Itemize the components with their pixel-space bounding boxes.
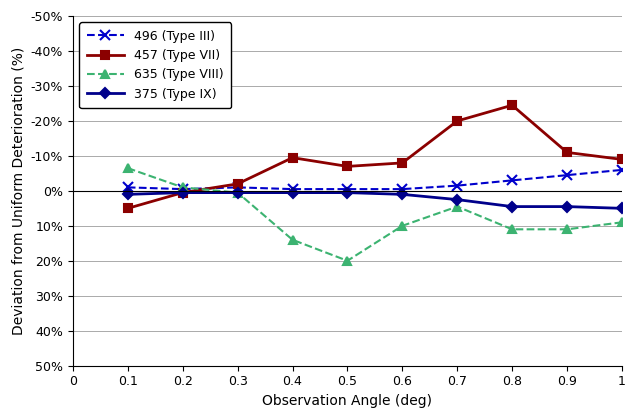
375 (Type IX) <box>618 206 626 211</box>
457 (Type VII) <box>563 150 571 155</box>
375 (Type IX) <box>179 190 187 195</box>
496 (Type III) <box>124 185 132 190</box>
457 (Type VII) <box>508 103 516 108</box>
375 (Type IX) <box>234 190 241 195</box>
457 (Type VII) <box>454 119 461 124</box>
Line: 496 (Type III): 496 (Type III) <box>123 165 627 194</box>
375 (Type IX) <box>289 190 296 195</box>
Legend: 496 (Type III), 457 (Type VII), 635 (Type VIII), 375 (Type IX): 496 (Type III), 457 (Type VII), 635 (Typ… <box>79 22 231 108</box>
635 (Type VIII) <box>454 204 461 209</box>
457 (Type VII) <box>179 190 187 195</box>
496 (Type III) <box>179 186 187 191</box>
457 (Type VII) <box>289 155 296 160</box>
496 (Type III) <box>618 167 626 172</box>
375 (Type IX) <box>399 192 406 197</box>
635 (Type VIII) <box>343 258 351 263</box>
635 (Type VIII) <box>179 185 187 190</box>
496 (Type III) <box>234 185 241 190</box>
Line: 375 (Type IX): 375 (Type IX) <box>124 189 626 212</box>
635 (Type VIII) <box>234 190 241 195</box>
375 (Type IX) <box>343 190 351 195</box>
635 (Type VIII) <box>618 220 626 225</box>
375 (Type IX) <box>124 192 132 197</box>
496 (Type III) <box>343 186 351 191</box>
496 (Type III) <box>399 186 406 191</box>
X-axis label: Observation Angle (deg): Observation Angle (deg) <box>262 394 433 408</box>
496 (Type III) <box>454 183 461 188</box>
635 (Type VIII) <box>124 166 132 171</box>
457 (Type VII) <box>234 181 241 186</box>
457 (Type VII) <box>124 206 132 211</box>
375 (Type IX) <box>508 204 516 209</box>
Line: 457 (Type VII): 457 (Type VII) <box>124 101 626 212</box>
635 (Type VIII) <box>289 237 296 242</box>
635 (Type VIII) <box>399 223 406 228</box>
496 (Type III) <box>563 173 571 178</box>
635 (Type VIII) <box>508 227 516 232</box>
496 (Type III) <box>508 178 516 183</box>
457 (Type VII) <box>618 157 626 162</box>
635 (Type VIII) <box>563 227 571 232</box>
457 (Type VII) <box>399 160 406 166</box>
Y-axis label: Deviation from Uniform Deterioration (%): Deviation from Uniform Deterioration (%) <box>11 47 25 335</box>
Line: 635 (Type VIII): 635 (Type VIII) <box>124 164 626 265</box>
375 (Type IX) <box>454 197 461 202</box>
375 (Type IX) <box>563 204 571 209</box>
496 (Type III) <box>289 186 296 191</box>
457 (Type VII) <box>343 164 351 169</box>
